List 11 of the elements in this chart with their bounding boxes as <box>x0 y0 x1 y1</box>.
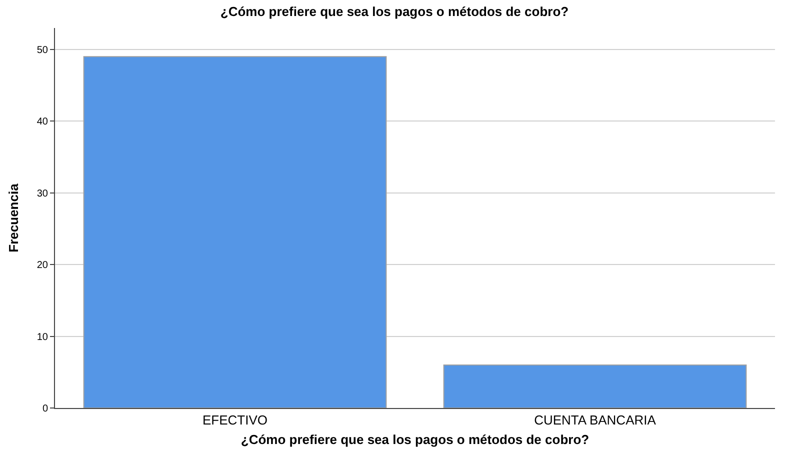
y-tick-label: 50 <box>36 45 48 56</box>
y-tick-label: 20 <box>36 260 48 272</box>
chart-title: ¿Cómo prefiere que sea los pagos o métodos de cobro? <box>220 4 569 20</box>
y-tick-label: 30 <box>36 188 48 200</box>
y-tick-label: 0 <box>42 404 48 414</box>
x-tick-label: CUENTA BANCARIA <box>534 412 656 428</box>
y-axis-title: Frecuencia <box>6 182 21 252</box>
x-tick-label: EFECTIVO <box>202 412 268 428</box>
y-tick-label: 10 <box>36 332 48 343</box>
x-axis-title: ¿Cómo prefiere que sea los pagos o métodos de cobro? <box>240 432 590 448</box>
y-tick-label: 40 <box>36 116 48 128</box>
